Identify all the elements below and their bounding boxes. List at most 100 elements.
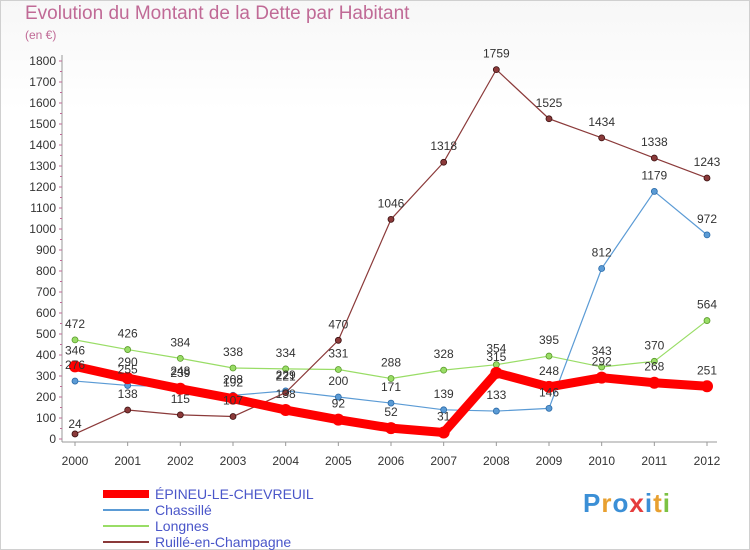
data-label: 426 — [118, 327, 138, 341]
data-label: 24 — [68, 417, 82, 431]
data-point — [229, 413, 237, 420]
data-point — [650, 188, 658, 195]
x-tick-label: 2003 — [220, 454, 247, 468]
legend-item: Longnes — [103, 518, 314, 534]
legend-label: Chassillé — [155, 502, 212, 518]
y-tick-label: 300 — [36, 369, 56, 383]
data-label: 221 — [276, 370, 296, 384]
data-label: 972 — [697, 212, 717, 226]
data-label: 331 — [328, 346, 348, 360]
legend-item: Chassillé — [103, 502, 314, 518]
data-point — [701, 380, 713, 393]
data-label: 115 — [171, 392, 190, 406]
y-tick-label: 700 — [36, 285, 56, 299]
data-label: 200 — [328, 374, 348, 388]
data-point — [598, 134, 606, 142]
data-label: 138 — [118, 387, 138, 401]
data-label: 395 — [539, 333, 559, 347]
logo-letter: t — [653, 488, 663, 518]
data-point — [176, 411, 184, 419]
data-point — [69, 360, 81, 373]
y-tick-label: 1700 — [29, 75, 56, 89]
data-label: 268 — [644, 360, 664, 374]
data-label: 470 — [328, 317, 348, 331]
data-point — [334, 366, 342, 373]
data-label: 290 — [118, 355, 138, 369]
x-tick-label: 2000 — [62, 454, 89, 468]
data-point — [543, 380, 555, 393]
data-point — [71, 377, 79, 385]
data-point — [703, 317, 711, 324]
data-label: 338 — [223, 345, 243, 359]
data-point — [440, 366, 448, 374]
data-label: 1046 — [378, 196, 405, 210]
y-tick-label: 500 — [36, 327, 56, 341]
x-tick-label: 2005 — [325, 454, 352, 468]
data-label: 255 — [118, 362, 138, 376]
legend-swatch — [103, 490, 149, 498]
logo-letter: o — [612, 488, 630, 518]
legend-swatch — [103, 541, 149, 543]
x-tick-label: 2004 — [272, 454, 299, 468]
data-label: 328 — [434, 347, 454, 361]
data-point — [282, 389, 290, 396]
data-label: 239 — [170, 366, 190, 380]
y-tick-label: 900 — [36, 243, 56, 257]
data-point — [545, 352, 553, 360]
data-label: 564 — [697, 298, 717, 312]
data-point — [121, 372, 134, 385]
data-point — [176, 354, 184, 362]
legend: ÉPINEU-LE-CHEVREUIL Chassillé Longnes Ruill… — [103, 486, 314, 550]
legend-swatch — [103, 509, 149, 511]
data-label: 138 — [276, 387, 296, 401]
x-tick-label: 2001 — [114, 454, 141, 468]
data-label: 1338 — [641, 135, 668, 149]
y-tick-label: 100 — [36, 411, 56, 425]
data-label: 276 — [65, 358, 85, 372]
data-point — [437, 426, 450, 439]
x-tick-label: 2010 — [588, 454, 615, 468]
data-label: 334 — [276, 346, 296, 360]
data-point — [598, 363, 606, 371]
x-tick-label: 2007 — [430, 454, 457, 468]
data-label: 315 — [486, 350, 506, 364]
data-point — [490, 366, 503, 379]
data-point — [387, 375, 395, 382]
data-point — [229, 364, 237, 372]
x-tick-label: 2009 — [536, 454, 563, 468]
data-point — [334, 393, 342, 401]
y-tick-label: 1800 — [29, 54, 56, 68]
data-point — [492, 66, 500, 74]
data-point — [385, 422, 397, 435]
x-tick-label: 2012 — [694, 454, 721, 468]
data-point — [124, 406, 132, 414]
data-point — [492, 407, 500, 415]
data-label: 251 — [697, 363, 717, 377]
data-label: 248 — [170, 364, 190, 378]
data-point — [598, 265, 606, 272]
y-tick-label: 200 — [36, 390, 56, 404]
y-tick-label: 1600 — [29, 96, 56, 110]
data-label: 1179 — [641, 168, 667, 182]
data-label: 248 — [539, 364, 559, 378]
data-label: 812 — [592, 245, 612, 259]
chart-unit: (en €) — [25, 28, 57, 42]
data-label: 1243 — [694, 155, 721, 169]
data-point — [595, 371, 608, 384]
logo-letter: r — [601, 488, 613, 518]
data-label: 1434 — [588, 115, 615, 129]
logo-letter: P — [583, 488, 602, 518]
data-point — [71, 336, 79, 344]
legend-label: ÉPINEU-LE-CHEVREUIL — [155, 486, 314, 502]
data-label: 1525 — [536, 96, 563, 110]
data-label: 343 — [592, 344, 612, 358]
data-label: 208 — [223, 372, 243, 386]
logo-letter: i — [644, 488, 654, 518]
data-label: 346 — [65, 343, 85, 357]
legend-swatch — [103, 525, 149, 527]
data-label: 292 — [592, 355, 612, 369]
y-tick-label: 0 — [49, 432, 56, 446]
data-label: 288 — [381, 356, 401, 370]
data-label: 52 — [384, 405, 398, 419]
